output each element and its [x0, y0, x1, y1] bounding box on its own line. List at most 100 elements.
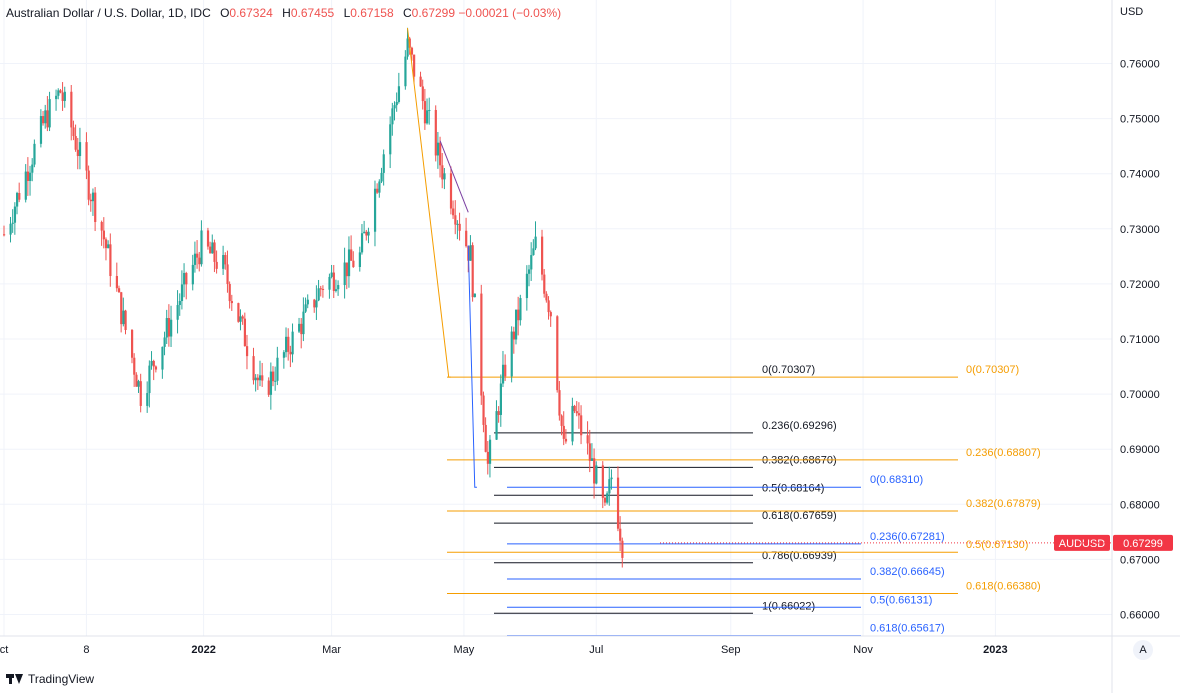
candle-body [608, 479, 611, 494]
candle-body [434, 109, 437, 156]
candle-body [137, 381, 140, 387]
candle-body [484, 424, 487, 452]
fib-level-label-black: 0.5(0.68164) [762, 482, 824, 494]
candle-body [456, 223, 459, 225]
candle-body [488, 439, 492, 464]
candle-body [319, 288, 322, 290]
tradingview-label: TradingView [28, 672, 95, 686]
candle-body [9, 223, 12, 235]
candle-body [63, 91, 66, 101]
candle-body [562, 425, 565, 439]
candle-layer [3, 27, 624, 568]
candle-body [91, 192, 95, 202]
fib-level-label-orange: 0.382(0.67879) [966, 498, 1041, 510]
fib-level-label-black: 0.786(0.66939) [762, 550, 837, 562]
price-tag-bg [1113, 534, 1173, 551]
fib-level-label-blue: 0.618(0.65617) [870, 623, 945, 635]
price-tag-value: 0.67299 [1123, 538, 1163, 550]
candle-body [601, 465, 604, 498]
candle-body [239, 316, 242, 322]
candle-body [196, 253, 199, 258]
candle-body [365, 231, 368, 236]
price-tick-label: 0.74000 [1120, 169, 1160, 181]
candle-body [170, 319, 173, 337]
candle-body [122, 310, 125, 325]
candle-body [46, 110, 49, 128]
fib-level-label-blue: 0(0.68310) [870, 474, 923, 486]
candle-body [452, 208, 455, 216]
candle-body [495, 411, 498, 440]
price-tick-label: 0.73000 [1120, 224, 1160, 236]
price-tick-label: 0.76000 [1120, 59, 1160, 71]
candle-body [545, 293, 548, 301]
candle-body [272, 371, 275, 382]
candle-body [59, 90, 62, 93]
time-tick-label: Mar [322, 644, 341, 656]
candle-body [48, 99, 51, 128]
candle-body [176, 305, 179, 320]
candle-body [154, 366, 158, 370]
candle-body [564, 438, 568, 442]
candle-body [404, 56, 407, 87]
candle-body [224, 255, 227, 265]
candle-body [115, 276, 119, 289]
candle-body [510, 331, 513, 377]
candle-body [148, 365, 151, 394]
candle-body [200, 230, 203, 265]
candle-body [586, 435, 589, 444]
candle-body [482, 395, 485, 425]
candle-body [107, 244, 110, 249]
candle-body [44, 110, 47, 124]
candle-body [29, 172, 32, 181]
candle-body [382, 154, 385, 173]
candle-body [376, 188, 379, 193]
candle-body [501, 364, 505, 384]
candle-body [588, 443, 591, 461]
candle-body [61, 92, 64, 101]
candle-body [575, 411, 578, 414]
candle-body [534, 236, 537, 249]
candle-body [499, 383, 502, 415]
candle-body [363, 231, 366, 234]
candle-body [543, 274, 546, 294]
candle-body [389, 124, 392, 155]
change-value: −0.00021 (−0.03%) [458, 6, 562, 20]
candle-body [183, 272, 186, 285]
candle-body [560, 415, 563, 426]
auto-scale-button[interactable]: A [1133, 640, 1153, 660]
candle-body [443, 173, 446, 180]
candle-body [287, 336, 290, 352]
price-tick-label: 0.75000 [1120, 114, 1160, 126]
candle-body [124, 310, 127, 330]
candle-body [120, 292, 123, 325]
candle-body [180, 284, 184, 302]
candle-body [245, 346, 249, 357]
candle-body [480, 293, 483, 396]
candle-body [332, 272, 335, 291]
candle-body [226, 264, 229, 284]
candle-body [117, 288, 121, 293]
candle-body [410, 47, 414, 55]
candle-body [315, 300, 318, 308]
candle-body [360, 233, 364, 253]
symbol-tag-label: AUDUSD [1059, 538, 1106, 550]
candle-body [302, 311, 305, 335]
candle-body [109, 244, 112, 277]
candle-body [191, 264, 194, 285]
candle-body [330, 272, 333, 277]
fib-level-label-orange: 0.618(0.66380) [966, 581, 1041, 593]
candle-body [152, 360, 155, 367]
tradingview-logo[interactable]: TradingView [6, 672, 94, 686]
candle-body [454, 215, 457, 225]
candle-body [3, 234, 6, 236]
close-label: C [402, 6, 412, 20]
candle-body [135, 374, 138, 387]
candle-body [193, 253, 197, 265]
candle-body [100, 221, 103, 231]
symbol-tag-bg [1054, 534, 1110, 551]
candle-body [285, 336, 288, 353]
fib-level-label-orange: 0(0.70307) [966, 364, 1019, 376]
candle-body [89, 199, 92, 202]
